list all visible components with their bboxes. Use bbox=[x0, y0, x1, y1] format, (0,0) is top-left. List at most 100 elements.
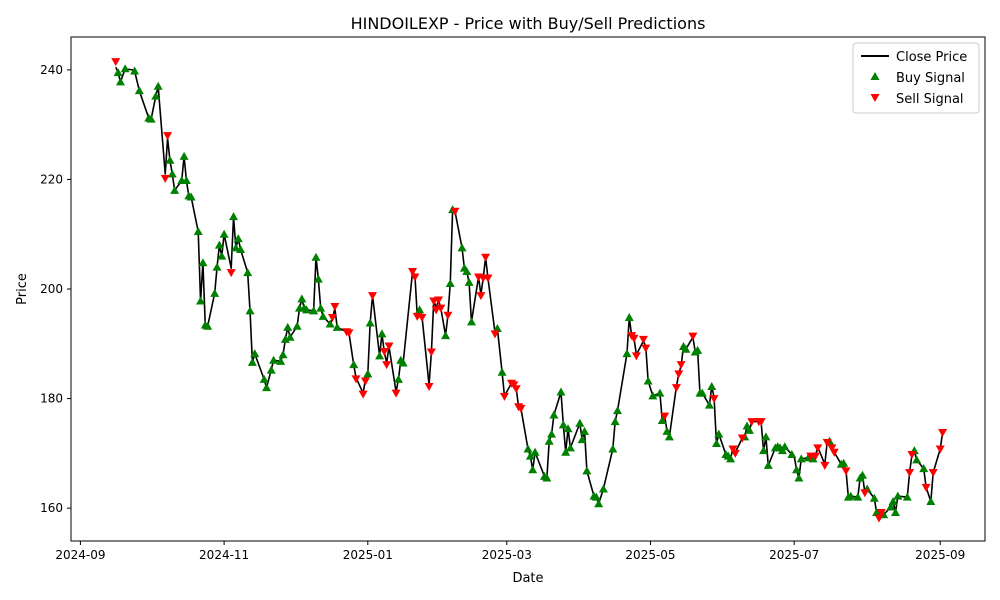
buy-signal-marker bbox=[610, 417, 620, 426]
x-tick-label: 2024-11 bbox=[199, 548, 249, 562]
buy-signal-marker bbox=[547, 429, 557, 438]
sell-signal-marker bbox=[379, 347, 389, 356]
x-tick-label: 2025-07 bbox=[769, 548, 819, 562]
buy-signal-marker bbox=[580, 426, 590, 435]
buy-signal-marker bbox=[744, 425, 754, 434]
buy-signal-marker bbox=[558, 420, 568, 429]
sell-signal-marker bbox=[829, 448, 839, 457]
buy-signal-marker bbox=[697, 388, 707, 397]
y-axis-label: Price bbox=[15, 273, 30, 305]
sell-signal-marker bbox=[841, 467, 851, 476]
x-tick-label: 2025-09 bbox=[915, 548, 965, 562]
buy-signal-marker bbox=[179, 151, 189, 160]
buy-signal-marker bbox=[445, 279, 455, 288]
sell-signal-marker bbox=[410, 273, 420, 282]
plot-area bbox=[70, 36, 986, 542]
buy-signal-marker bbox=[393, 374, 403, 383]
y-tick-label: 180 bbox=[40, 392, 63, 406]
sell-signal-marker bbox=[391, 389, 401, 398]
buy-signal-marker bbox=[212, 262, 222, 271]
buy-signal-marker bbox=[608, 444, 618, 453]
buy-signal-marker bbox=[780, 442, 790, 451]
buy-signal-marker bbox=[311, 252, 321, 261]
sell-signal-marker bbox=[907, 450, 917, 459]
buy-signal-marker bbox=[591, 492, 601, 501]
legend-sell-swatch bbox=[870, 94, 880, 102]
sell-signal-marker bbox=[384, 342, 394, 351]
buy-signal-marker bbox=[259, 374, 269, 383]
buy-signal-marker bbox=[457, 243, 467, 252]
buy-signal-marker bbox=[761, 432, 771, 441]
buy-signal-marker bbox=[556, 387, 566, 396]
buy-signal-marker bbox=[523, 444, 533, 453]
buy-signal-marker bbox=[325, 319, 335, 328]
sell-signal-marker bbox=[928, 469, 938, 478]
sell-signal-marker bbox=[433, 296, 443, 305]
sell-signal-marker bbox=[351, 375, 361, 384]
buy-signal-marker bbox=[365, 318, 375, 327]
buy-signal-marker bbox=[151, 91, 161, 100]
sell-signal-marker bbox=[921, 483, 931, 492]
buy-signal-marker bbox=[309, 306, 319, 315]
legend: Close Price Buy Signal Sell Signal bbox=[852, 42, 980, 114]
buy-signal-marker bbox=[233, 234, 243, 243]
sell-signal-marker bbox=[443, 311, 453, 320]
buy-signal-marker bbox=[893, 491, 903, 500]
buy-signal-marker bbox=[269, 355, 279, 364]
buy-signal-marker bbox=[292, 321, 302, 330]
buy-signal-marker bbox=[561, 447, 571, 456]
y-axis: 160 180 200 220 240 bbox=[40, 63, 71, 515]
buy-signal-marker bbox=[280, 334, 290, 343]
buy-signal-marker bbox=[196, 296, 206, 305]
sell-signal-marker bbox=[905, 469, 915, 478]
sell-signal-marker bbox=[688, 332, 698, 341]
buy-signal-marker bbox=[919, 464, 929, 473]
sell-signal-marker bbox=[111, 58, 121, 67]
buy-signal-marker bbox=[318, 311, 328, 320]
buy-signal-marker bbox=[313, 274, 323, 283]
sell-signal-marker bbox=[327, 313, 337, 322]
sell-signal-marker bbox=[431, 306, 441, 315]
buy-signal-marker bbox=[349, 360, 359, 369]
buy-signal-marker bbox=[165, 155, 175, 164]
buy-signal-marker bbox=[332, 322, 342, 331]
sell-signal-marker bbox=[631, 352, 641, 361]
buy-signal-marker bbox=[492, 323, 502, 332]
sell-signal-marker bbox=[226, 269, 236, 278]
buy-signal-marker bbox=[250, 349, 260, 358]
sell-signal-marker bbox=[674, 370, 684, 379]
buy-signal-marker bbox=[624, 312, 634, 321]
sell-signal-marker bbox=[476, 292, 486, 301]
sell-signal-marker bbox=[709, 395, 719, 404]
buy-signal-marker bbox=[375, 351, 385, 360]
buy-signal-marker bbox=[146, 114, 156, 123]
sell-signal-marker bbox=[436, 304, 446, 313]
sell-signal-marker bbox=[938, 429, 948, 438]
buy-signal-marker bbox=[462, 266, 472, 275]
sell-signal-marker bbox=[728, 445, 738, 454]
sell-signal-marker bbox=[641, 344, 651, 353]
buy-signal-marker bbox=[655, 388, 665, 397]
x-axis-label: Date bbox=[512, 571, 543, 586]
buy-signal-marker bbox=[787, 449, 797, 458]
sell-signal-marker bbox=[368, 292, 378, 301]
buy-signal-marker bbox=[243, 268, 253, 277]
buy-signal-marker bbox=[398, 358, 408, 367]
buy-signal-marker bbox=[577, 435, 587, 444]
sell-signal-marker bbox=[737, 434, 747, 443]
sell-signal-marker bbox=[511, 385, 521, 394]
buy-signal-marker bbox=[582, 466, 592, 475]
buy-signal-marker bbox=[466, 317, 476, 326]
buy-signal-marker bbox=[598, 484, 608, 493]
buy-signal-marker bbox=[297, 294, 307, 303]
buy-signal-marker bbox=[872, 508, 882, 517]
buy-signal-marker bbox=[236, 245, 246, 254]
buy-signal-marker bbox=[231, 243, 241, 252]
buy-signal-marker bbox=[415, 305, 425, 314]
buy-signal-marker bbox=[902, 492, 912, 501]
sell-signal-marker bbox=[516, 404, 526, 413]
legend-frame bbox=[852, 42, 980, 114]
buy-signal-marker bbox=[283, 322, 293, 331]
buy-signal-marker bbox=[643, 376, 653, 385]
sell-signal-marker bbox=[660, 412, 670, 421]
